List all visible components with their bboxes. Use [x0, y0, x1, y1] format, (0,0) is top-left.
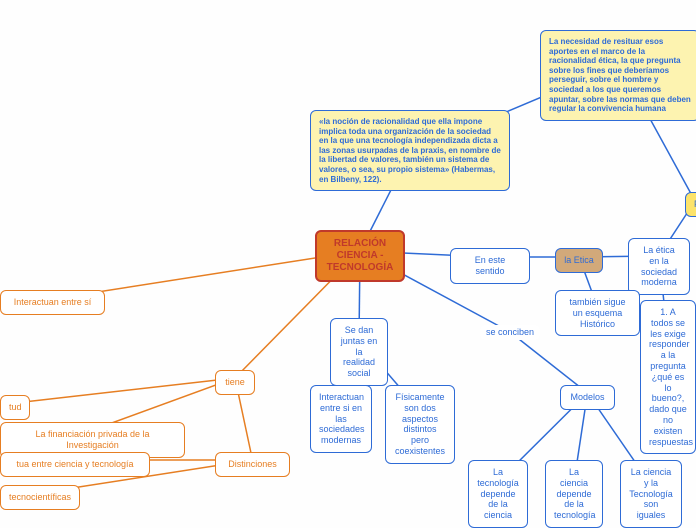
node-tecnologia_depende: La tecnología depende de la ciencia — [468, 460, 528, 528]
node-tecno: tecnocientíficas — [0, 485, 80, 510]
node-se_conciben: se conciben — [480, 325, 540, 340]
edge-8 — [510, 332, 588, 393]
node-f_box: F — [685, 192, 696, 217]
node-quote: «la noción de racionalidad que ella impo… — [310, 110, 510, 191]
node-modelos: Modelos — [560, 385, 615, 410]
node-necesidad: La necesidad de resituar esos aportes en… — [540, 30, 696, 121]
node-se_dan: Se dan juntas en la realidad social — [330, 318, 388, 386]
node-interactuan_si: Interactuan entre si en las sociedades m… — [310, 385, 372, 453]
node-tua: tua entre ciencia y tecnología — [0, 452, 150, 477]
node-etica_sociedad: La ética en la sociedad moderna — [628, 238, 690, 295]
edge-14 — [15, 378, 235, 403]
node-tambien_sigue: también sigue un esquema Histórico — [555, 290, 640, 336]
node-en_este: En este sentido — [450, 248, 530, 284]
node-la_etica: la Etica — [555, 248, 603, 273]
node-ciencia_depende: La ciencia depende de la tecnología — [545, 460, 603, 528]
node-interactuan: Interactuan entre sí — [0, 290, 105, 315]
node-fisicamente: Físicamente son dos aspectos distintos p… — [385, 385, 455, 464]
node-distinciones: Distinciones — [215, 452, 290, 477]
node-root: RELACIÓN CIENCIA - TECNOLOGÍA — [315, 230, 405, 282]
node-ciencia_tecno_iguales: La ciencia y la Tecnología son iguales — [620, 460, 682, 528]
node-tud: tud — [0, 395, 30, 420]
node-tiene: tiene — [215, 370, 255, 395]
node-todos: 1. A todos se les exige responder a la p… — [640, 300, 696, 454]
